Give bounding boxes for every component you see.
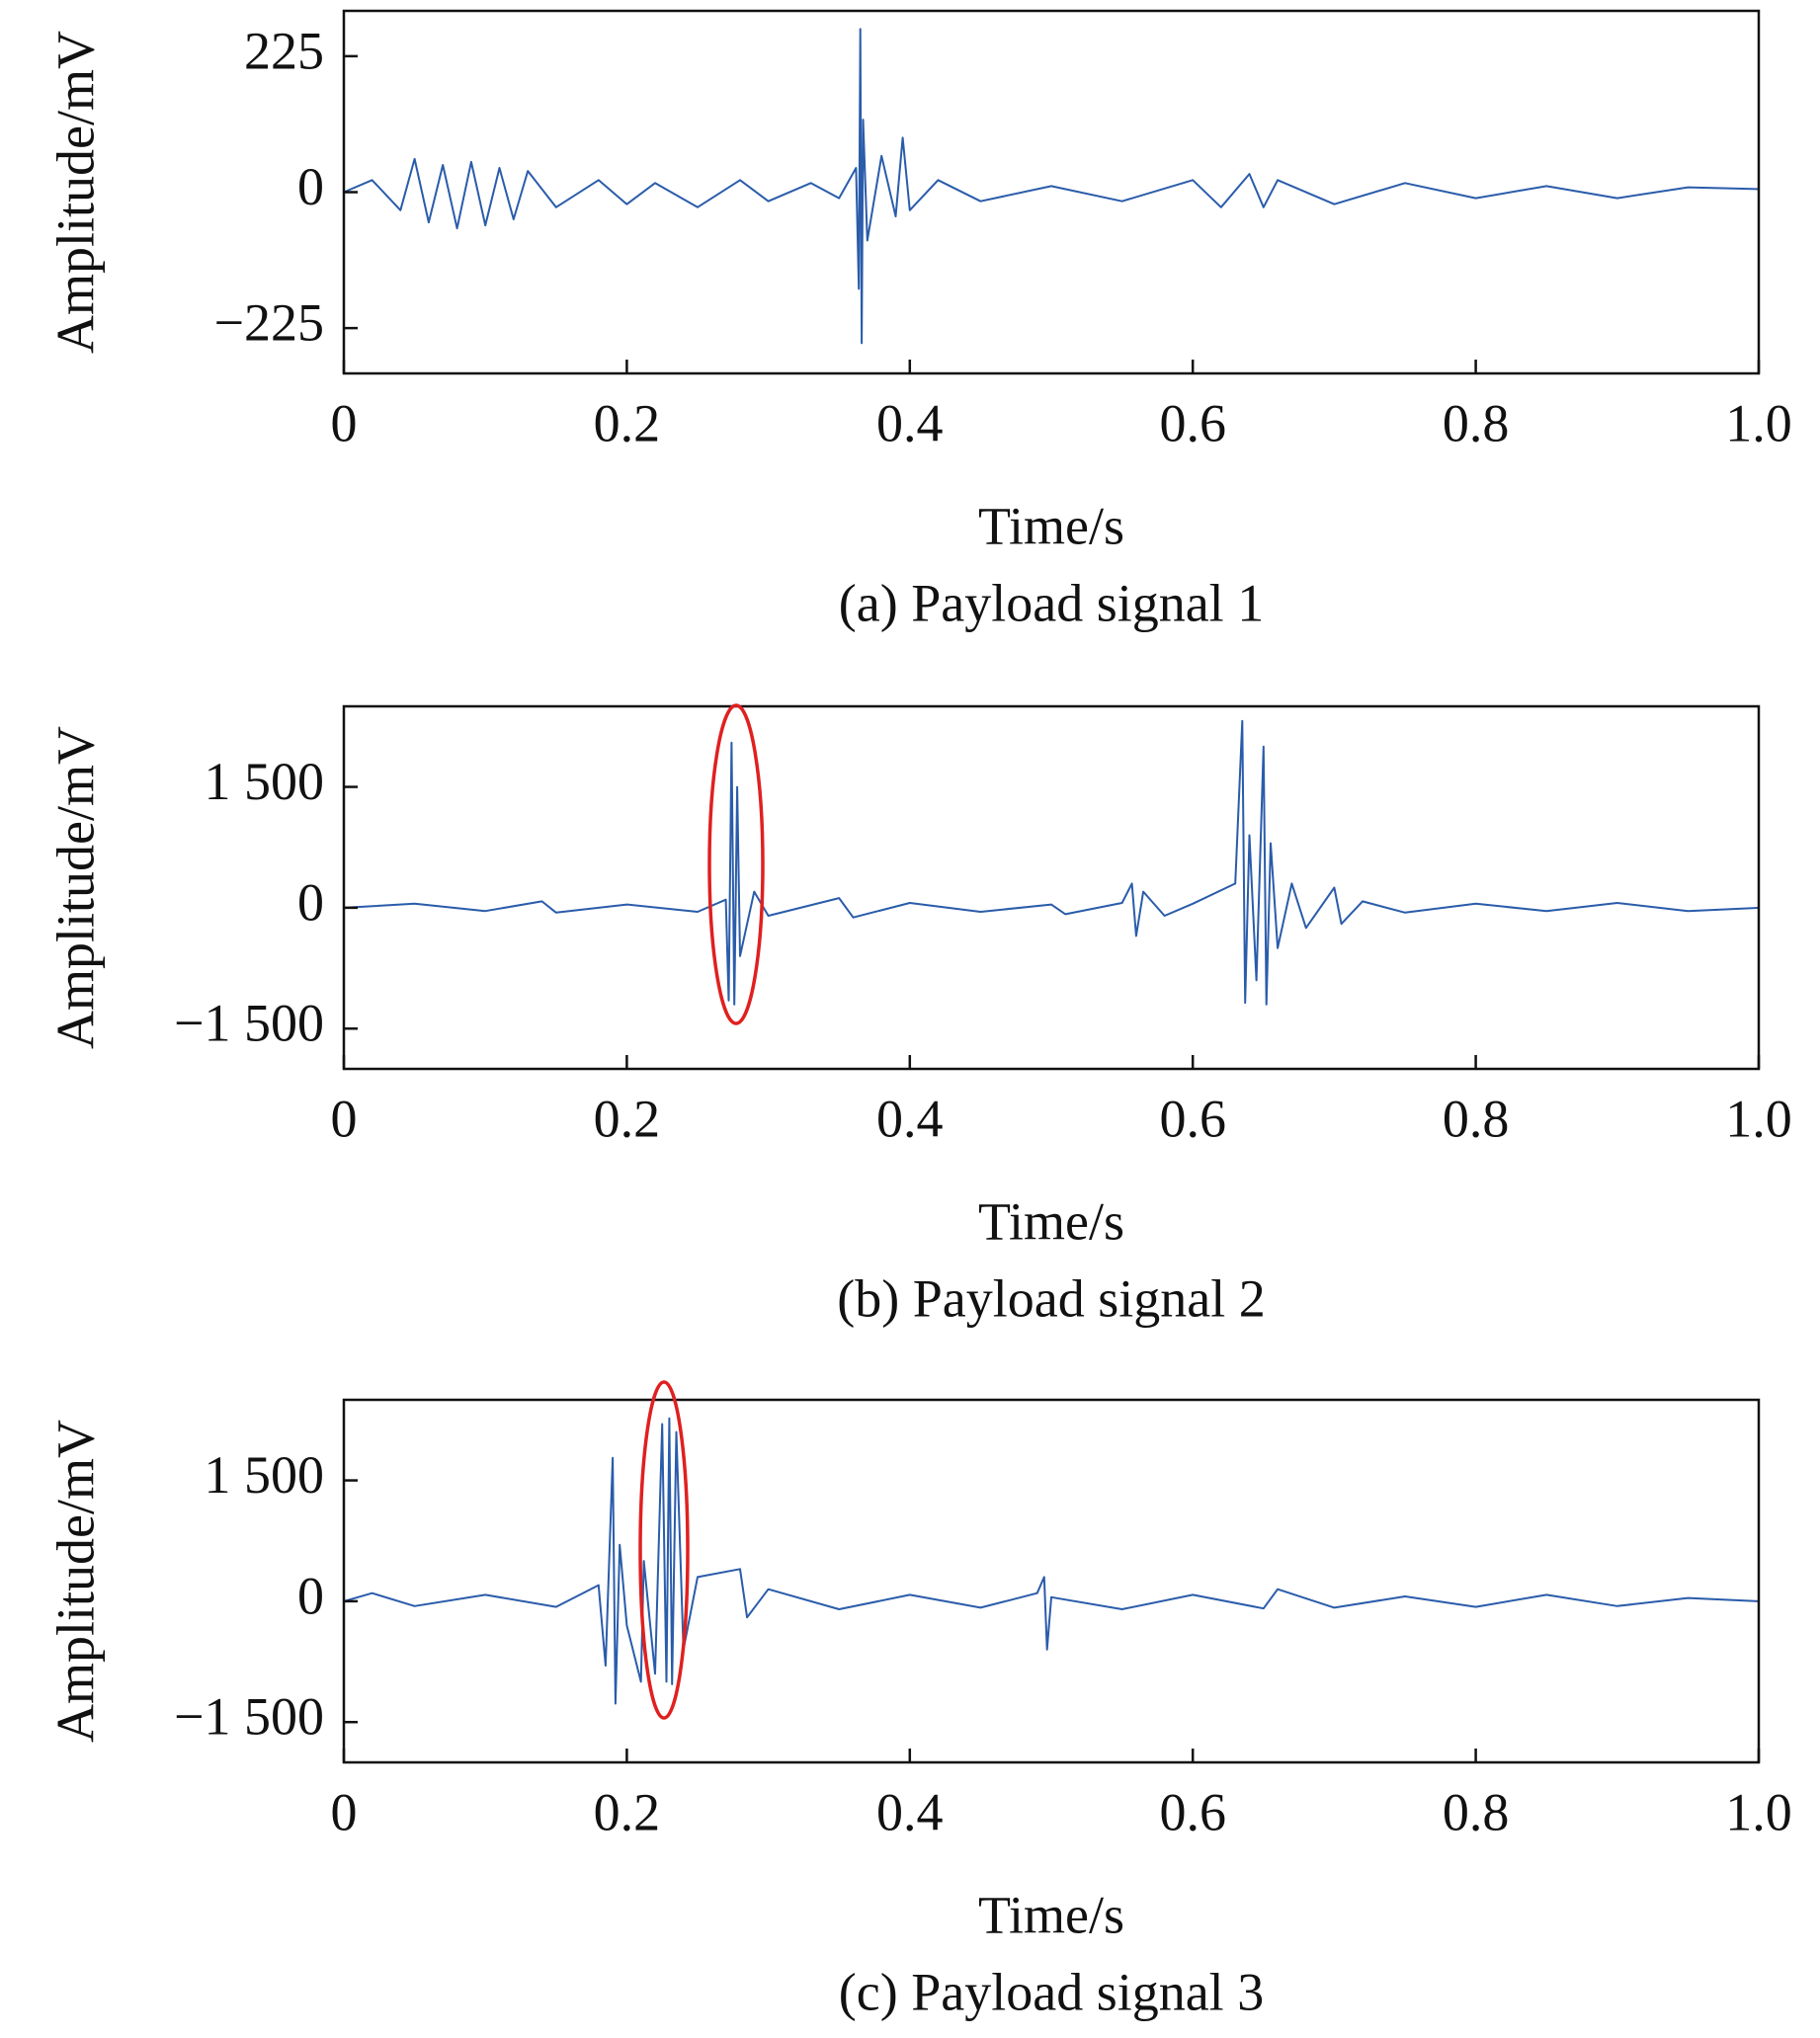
x-tick-label: 0.4 bbox=[876, 1782, 944, 1841]
y-tick-label: 1 500 bbox=[205, 1445, 325, 1505]
x-tick-label: 0.2 bbox=[594, 393, 661, 452]
x-tick-label: 0.6 bbox=[1159, 1089, 1226, 1148]
caption: (a) Payload signal 1 bbox=[839, 573, 1264, 632]
x-tick-label: 0.8 bbox=[1443, 1089, 1510, 1148]
highlight-ellipse bbox=[638, 1380, 690, 1720]
x-tick-label: 0.4 bbox=[876, 393, 944, 452]
x-tick-label: 0.8 bbox=[1443, 1782, 1510, 1841]
y-tick-label: −1 500 bbox=[174, 1687, 324, 1747]
x-tick-label: 0.2 bbox=[594, 1782, 661, 1841]
signal-line bbox=[343, 719, 1760, 1006]
x-tick-label: 1.0 bbox=[1725, 1089, 1792, 1148]
x-tick-label: 0.4 bbox=[876, 1089, 944, 1148]
x-tick-label: 0 bbox=[331, 1782, 358, 1841]
signal-line bbox=[343, 28, 1760, 345]
y-tick-label: −225 bbox=[214, 293, 324, 353]
plot-frame bbox=[342, 704, 1761, 1071]
y-tick-label: 0 bbox=[297, 1566, 324, 1625]
x-tick-label: 1.0 bbox=[1725, 393, 1792, 452]
y-tick-label: 225 bbox=[244, 21, 324, 80]
y-tick-label: 1 500 bbox=[205, 752, 325, 811]
x-tick-label: 0 bbox=[331, 1089, 358, 1148]
x-tick-label: 0.6 bbox=[1159, 393, 1226, 452]
y-tick-label: 0 bbox=[297, 157, 324, 216]
plot-frame bbox=[342, 9, 1761, 375]
y-tick-label: −1 500 bbox=[174, 994, 324, 1053]
x-tick-label: 0.6 bbox=[1159, 1782, 1226, 1841]
signal-line bbox=[343, 1417, 1760, 1705]
x-tick-label: 1.0 bbox=[1725, 1782, 1792, 1841]
y-axis-label: Amplitude/mV bbox=[45, 31, 105, 354]
x-tick-label: 0.2 bbox=[594, 1089, 661, 1148]
x-axis-label: Time/s bbox=[978, 1885, 1124, 1944]
plot-frame bbox=[342, 1398, 1761, 1764]
x-tick-label: 0.8 bbox=[1443, 393, 1510, 452]
y-tick-label: 0 bbox=[297, 872, 324, 932]
y-axis-label: Amplitude/mV bbox=[45, 726, 105, 1049]
x-axis-label: Time/s bbox=[978, 1191, 1124, 1251]
caption: (c) Payload signal 3 bbox=[839, 1962, 1264, 2021]
x-axis-label: Time/s bbox=[978, 496, 1124, 555]
highlight-ellipse bbox=[707, 703, 765, 1025]
caption: (b) Payload signal 2 bbox=[837, 1268, 1265, 1328]
x-tick-label: 0 bbox=[331, 393, 358, 452]
y-axis-label: Amplitude/mV bbox=[45, 1420, 105, 1743]
